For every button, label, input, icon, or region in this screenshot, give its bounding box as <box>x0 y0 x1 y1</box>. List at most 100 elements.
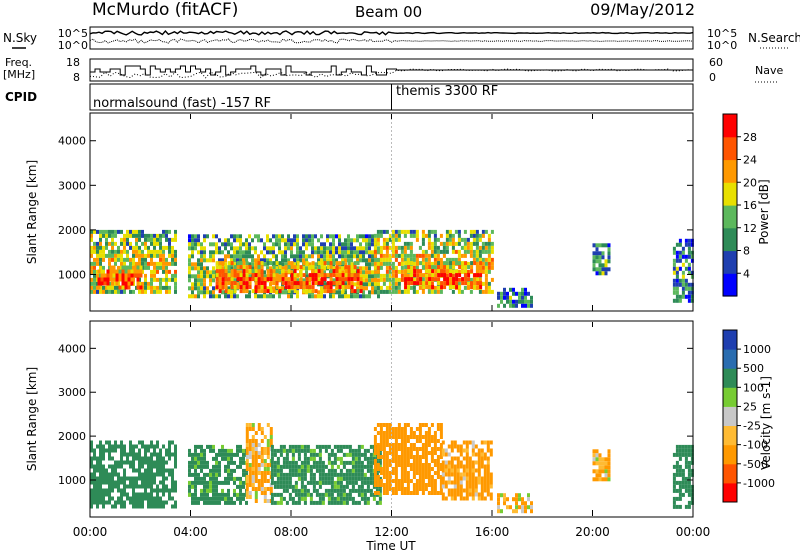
power-echo-cell <box>239 242 242 247</box>
velocity-echo-cell <box>360 488 364 493</box>
velocity-echo-cell <box>147 496 150 501</box>
velocity-echo-cell <box>285 484 289 489</box>
power-echo-cell <box>165 269 168 274</box>
velocity-echo-cell <box>266 451 270 455</box>
power-echo-cell <box>136 281 140 286</box>
power-echo-cell <box>281 262 284 267</box>
power-echo-cell <box>136 285 140 290</box>
power-echo-cell <box>236 282 239 287</box>
velocity-echo-cell <box>394 455 398 459</box>
velocity-echo-cell <box>418 483 422 487</box>
power-echo-cell <box>203 286 206 291</box>
power-echo-cell <box>428 285 432 290</box>
power-echo-cell <box>275 281 279 286</box>
power-echo-cell <box>323 246 326 251</box>
velocity-echo-cell <box>321 460 325 465</box>
power-echo-cell <box>102 257 105 262</box>
velocity-echo-cell <box>174 500 177 505</box>
velocity-echo-cell <box>156 452 159 457</box>
power-echo-cell <box>302 281 306 286</box>
velocity-echo-cell <box>114 460 117 465</box>
velocity-echo-cell <box>592 477 596 482</box>
power-echo-cell <box>156 241 159 246</box>
power-echo-cell <box>278 274 281 279</box>
power-echo-cell <box>200 254 203 259</box>
velocity-echo-cell <box>385 459 389 463</box>
velocity-echo-cell <box>312 480 316 485</box>
power-echo-cell <box>388 245 392 250</box>
velocity-echo-cell <box>459 484 463 489</box>
power-echo-cell <box>305 261 309 266</box>
velocity-echo-cell <box>251 451 255 455</box>
velocity-echo-cell <box>378 464 382 469</box>
velocity-echo-cell <box>521 505 524 510</box>
power-echo-cell <box>209 278 212 283</box>
power-echo-cell <box>254 277 258 282</box>
power-echo-cell <box>601 255 605 260</box>
power-echo-cell <box>446 281 450 286</box>
velocity-echo-cell <box>218 492 221 497</box>
velocity-echo-cell <box>99 460 102 465</box>
velocity-echo-cell <box>111 472 114 477</box>
velocity-colorbar-label-2: -100 <box>743 439 768 452</box>
power-echo-cell <box>212 290 215 295</box>
velocity-echo-cell <box>147 456 150 461</box>
velocity-echo-cell <box>489 496 493 501</box>
power-echo-cell <box>281 258 284 263</box>
power-echo-cell <box>227 265 231 270</box>
velocity-echo-cell <box>197 480 200 485</box>
power-echo-cell <box>117 289 120 294</box>
power-echo-cell <box>126 241 129 246</box>
power-echo-cell <box>233 238 236 243</box>
velocity-echo-cell <box>111 448 114 453</box>
power-echo-cell <box>302 261 306 266</box>
velocity-echo-cell <box>129 444 132 449</box>
power-echo-cell <box>126 233 129 238</box>
velocity-echo-cell <box>339 456 343 461</box>
power-echo-cell <box>332 269 336 274</box>
power-echo-cell <box>105 237 108 242</box>
power-echo-cell <box>490 245 494 250</box>
velocity-echo-cell <box>102 456 105 461</box>
velocity-echo-cell <box>285 488 289 493</box>
velocity-echo-cell <box>150 476 153 481</box>
velocity-echo-cell <box>477 496 481 501</box>
power-echo-cell <box>218 294 221 299</box>
power-echo-cell <box>473 281 477 286</box>
power-echo-cell <box>314 266 317 271</box>
power-echo-cell <box>174 277 177 282</box>
power-echo-cell <box>457 257 461 262</box>
velocity-echo-cell <box>439 455 443 459</box>
power-echo-cell <box>446 277 450 282</box>
velocity-echo-cell <box>345 484 349 489</box>
velocity-echo-cell <box>327 488 331 493</box>
velocity-echo-cell <box>456 484 460 489</box>
velocity-echo-cell <box>441 468 445 473</box>
velocity-echo-cell <box>462 464 466 469</box>
velocity-echo-cell <box>330 464 334 469</box>
velocity-echo-cell <box>321 464 325 469</box>
velocity-echo-cell <box>215 464 218 469</box>
power-echo-cell <box>251 273 255 278</box>
velocity-echo-cell <box>342 476 346 481</box>
power-echo-cell <box>212 254 215 259</box>
power-echo-cell <box>197 258 200 263</box>
velocity-echo-cell <box>388 427 392 431</box>
power-echo-cell <box>409 249 413 254</box>
velocity-echo-cell <box>330 448 334 453</box>
velocity-echo-cell <box>273 480 277 485</box>
velocity-echo-cell <box>382 443 386 447</box>
power-echo-cell <box>197 274 200 279</box>
power-echo-cell <box>153 249 156 254</box>
velocity-echo-cell <box>339 496 343 501</box>
velocity-echo-cell <box>90 488 93 493</box>
power-echo-cell <box>233 281 237 286</box>
velocity-echo-cell <box>444 484 448 489</box>
velocity-echo-cell <box>282 480 286 485</box>
power-echo-cell <box>156 253 159 258</box>
velocity-echo-cell <box>424 463 428 467</box>
power-echo-cell <box>326 285 330 290</box>
velocity-echo-cell <box>321 480 325 485</box>
power-echo-cell <box>347 273 351 278</box>
power-colorbar-label-4: 20 <box>743 176 757 189</box>
